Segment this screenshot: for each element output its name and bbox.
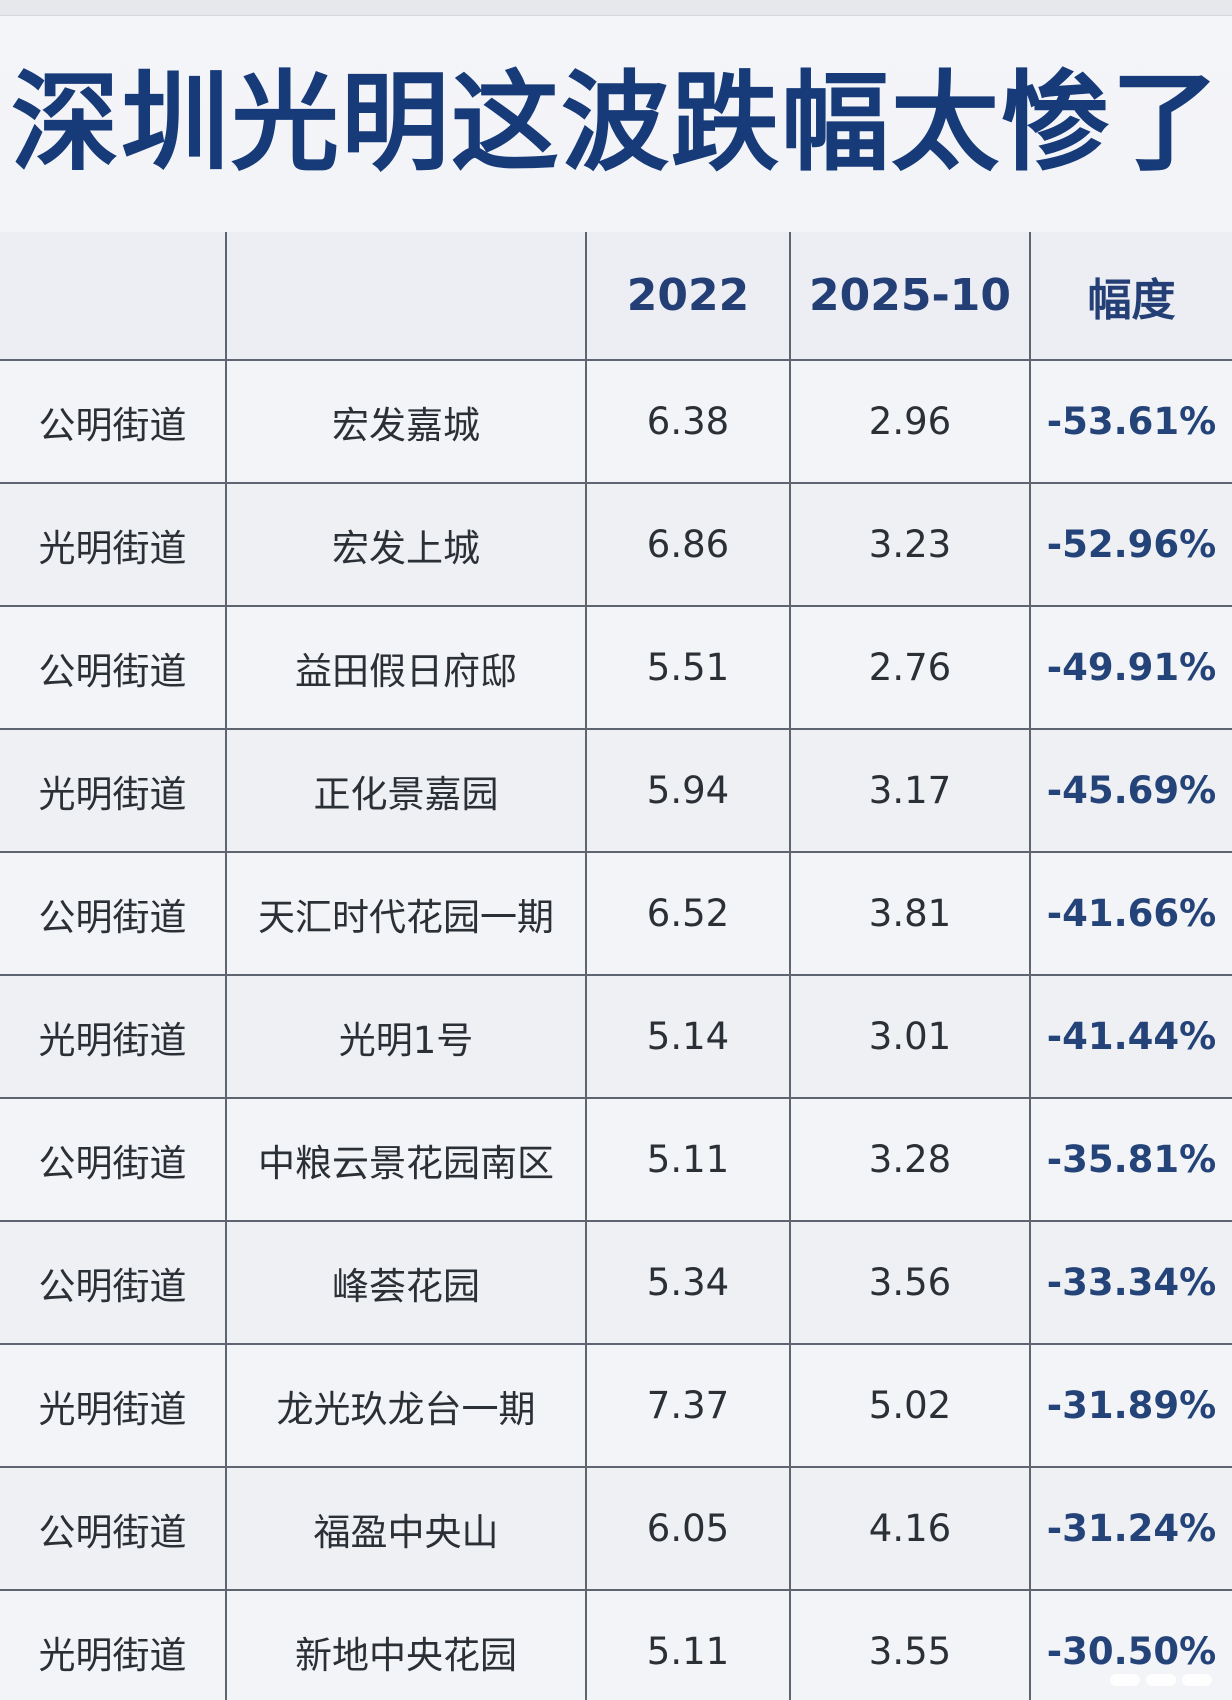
cell-2025-10: 3.28 [789,1097,1031,1222]
watermark-mark [1146,1674,1176,1686]
cell-change: -31.89% [1029,1343,1232,1468]
page-title: 深圳光明这波跌幅太惨了 [10,61,1221,186]
cell-street: 光明街道 [0,1343,227,1468]
watermark [1110,1674,1212,1686]
cell-change: -31.24% [1029,1466,1232,1591]
header-estate [225,232,587,361]
cell-2022: 6.86 [585,482,791,607]
cell-street: 公明街道 [0,1220,227,1345]
cell-2025-10: 5.02 [789,1343,1031,1468]
cell-estate: 福盈中央山 [225,1466,587,1591]
cell-2022: 5.94 [585,728,791,853]
cell-2025-10: 3.23 [789,482,1031,607]
cell-estate: 光明1号 [225,974,587,1099]
cell-street: 公明街道 [0,605,227,730]
cell-estate: 宏发嘉城 [225,359,587,484]
table-row: 光明街道 宏发上城 6.86 3.23 -52.96% [0,482,1232,607]
cell-street: 公明街道 [0,1097,227,1222]
cell-street: 公明街道 [0,359,227,484]
top-strip [0,0,1232,16]
cell-2022: 5.14 [585,974,791,1099]
cell-change: -35.81% [1029,1097,1232,1222]
table-row: 公明街道 宏发嘉城 6.38 2.96 -53.61% [0,359,1232,484]
cell-street: 光明街道 [0,728,227,853]
cell-2022: 6.05 [585,1466,791,1591]
cell-2025-10: 3.01 [789,974,1031,1099]
cell-change: -53.61% [1029,359,1232,484]
table-row: 光明街道 正化景嘉园 5.94 3.17 -45.69% [0,728,1232,853]
cell-street: 光明街道 [0,1589,227,1700]
table-row: 公明街道 峰荟花园 5.34 3.56 -33.34% [0,1220,1232,1345]
cell-change: -33.34% [1029,1220,1232,1345]
cell-estate: 宏发上城 [225,482,587,607]
cell-change: -49.91% [1029,605,1232,730]
cell-2022: 6.52 [585,851,791,976]
cell-2025-10: 3.55 [789,1589,1031,1700]
cell-change: -52.96% [1029,482,1232,607]
header-2022: 2022 [585,232,791,361]
cell-estate: 峰荟花园 [225,1220,587,1345]
table-row: 光明街道 龙光玖龙台一期 7.37 5.02 -31.89% [0,1343,1232,1468]
cell-2022: 5.11 [585,1097,791,1222]
cell-2022: 7.37 [585,1343,791,1468]
cell-change: -45.69% [1029,728,1232,853]
cell-estate: 新地中央花园 [225,1589,587,1700]
cell-street: 光明街道 [0,482,227,607]
cell-2025-10: 3.81 [789,851,1031,976]
cell-estate: 益田假日府邸 [225,605,587,730]
table-row: 公明街道 天汇时代花园一期 6.52 3.81 -41.66% [0,851,1232,976]
cell-estate: 龙光玖龙台一期 [225,1343,587,1468]
cell-2025-10: 2.76 [789,605,1031,730]
cell-2025-10: 4.16 [789,1466,1031,1591]
header-2025-10: 2025-10 [789,232,1031,361]
cell-2022: 5.51 [585,605,791,730]
header-row: 2022 2025-10 幅度 [0,232,1232,361]
cell-street: 光明街道 [0,974,227,1099]
cell-change: -41.44% [1029,974,1232,1099]
cell-street: 公明街道 [0,851,227,976]
watermark-mark [1182,1674,1212,1686]
price-change-table: 2022 2025-10 幅度 公明街道 宏发嘉城 6.38 2.96 -53.61% 光… [0,232,1232,1700]
table-row: 光明街道 光明1号 5.14 3.01 -41.44% [0,974,1232,1099]
cell-2025-10: 3.17 [789,728,1031,853]
cell-estate: 中粮云景花园南区 [225,1097,587,1222]
cell-2022: 6.38 [585,359,791,484]
cell-2025-10: 2.96 [789,359,1031,484]
header-street [0,232,227,361]
cell-2022: 5.11 [585,1589,791,1700]
table-row: 公明街道 益田假日府邸 5.51 2.76 -49.91% [0,605,1232,730]
watermark-mark [1110,1674,1140,1686]
table-body: 公明街道 宏发嘉城 6.38 2.96 -53.61% 光明街道 宏发上城 6.86 3.23-… [0,359,1232,1700]
table-row: 公明街道 中粮云景花园南区 5.11 3.28 -35.81% [0,1097,1232,1222]
cell-2025-10: 3.56 [789,1220,1031,1345]
table-row: 光明街道 新地中央花园 5.11 3.55 -30.50% [0,1589,1232,1700]
table-row: 公明街道 福盈中央山 6.05 4.16 -31.24% [0,1466,1232,1591]
cell-change: -41.66% [1029,851,1232,976]
cell-2022: 5.34 [585,1220,791,1345]
cell-estate: 正化景嘉园 [225,728,587,853]
header-change: 幅度 [1029,232,1232,361]
cell-street: 公明街道 [0,1466,227,1591]
cell-estate: 天汇时代花园一期 [225,851,587,976]
